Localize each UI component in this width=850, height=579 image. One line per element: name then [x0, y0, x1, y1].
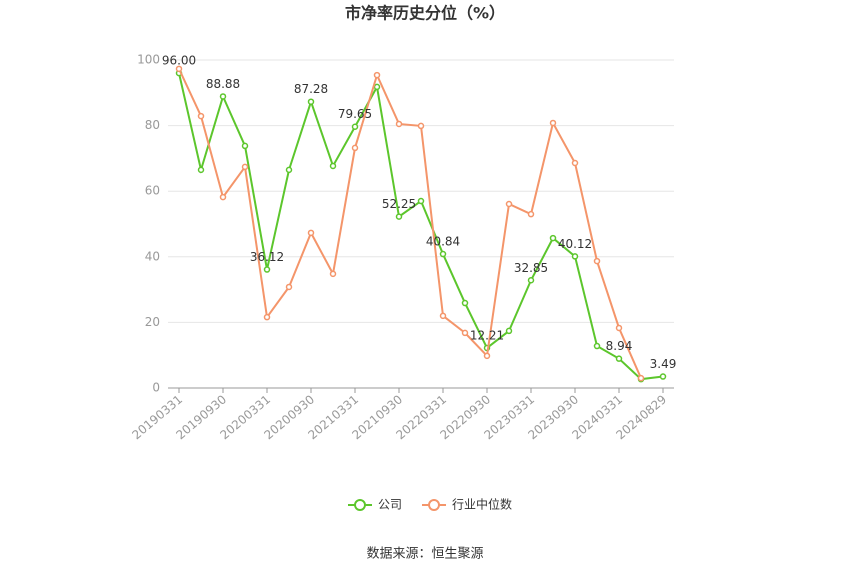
- value-label: 88.88: [206, 77, 240, 91]
- value-label: 32.85: [514, 261, 548, 275]
- legend-label[interactable]: 行业中位数: [452, 497, 512, 512]
- point: [373, 71, 381, 79]
- point: [505, 200, 513, 208]
- value-label: 96.00: [162, 54, 196, 68]
- series-line: [178, 68, 642, 379]
- point: [439, 312, 447, 320]
- y-tick-label: 0: [152, 381, 160, 395]
- point: [615, 324, 623, 332]
- value-label: 87.28: [294, 82, 328, 96]
- point: [461, 329, 469, 337]
- point: [241, 142, 249, 150]
- point: [505, 327, 513, 335]
- value-label: 79.65: [338, 107, 372, 121]
- point: [615, 355, 623, 362]
- point: [571, 159, 579, 167]
- point: [329, 162, 337, 170]
- point: [461, 299, 469, 307]
- point: [285, 283, 293, 291]
- legend-label[interactable]: 公司: [378, 498, 402, 512]
- point: [197, 112, 205, 120]
- point: [263, 313, 271, 321]
- series-line: [178, 72, 664, 381]
- point: [549, 119, 557, 127]
- source: 数据来源：恒生聚源: [366, 547, 483, 562]
- value-label: 3.49: [650, 357, 677, 371]
- legend-marker[interactable]: [354, 499, 366, 511]
- point: [307, 229, 315, 237]
- point: [571, 253, 579, 260]
- chart-title: 市净率历史分位（%）: [345, 4, 505, 23]
- point: [593, 257, 601, 265]
- point: [417, 197, 425, 205]
- point: [285, 166, 293, 174]
- point: [219, 193, 227, 201]
- y-tick-label: 60: [145, 184, 160, 198]
- y-tick-label: 100: [137, 53, 160, 67]
- point: [527, 277, 535, 284]
- y-tick-label: 80: [145, 118, 160, 132]
- point: [395, 120, 403, 128]
- point: [439, 250, 447, 258]
- point: [175, 65, 183, 73]
- value-label: 8.94: [606, 339, 633, 353]
- point: [241, 163, 249, 171]
- value-label: 12.21: [470, 328, 504, 342]
- point: [527, 210, 535, 218]
- point: [483, 352, 491, 360]
- point: [549, 234, 557, 242]
- y-tick-label: 20: [145, 315, 160, 329]
- point: [329, 270, 337, 278]
- legend-marker[interactable]: [428, 499, 441, 511]
- point: [637, 374, 645, 382]
- point: [219, 93, 227, 100]
- point: [417, 122, 425, 130]
- y-tick-label: 40: [145, 249, 160, 263]
- value-label: 40.84: [426, 235, 460, 249]
- value-label: 52.25: [382, 197, 416, 211]
- point: [263, 266, 271, 273]
- point: [351, 123, 359, 130]
- point: [197, 166, 205, 174]
- point: [593, 342, 601, 350]
- point: [395, 213, 403, 220]
- value-label: 40.12: [558, 237, 592, 251]
- point: [351, 144, 359, 152]
- point: [307, 98, 315, 105]
- point: [373, 83, 381, 91]
- value-label: 36.12: [250, 250, 284, 264]
- point: [659, 373, 667, 380]
